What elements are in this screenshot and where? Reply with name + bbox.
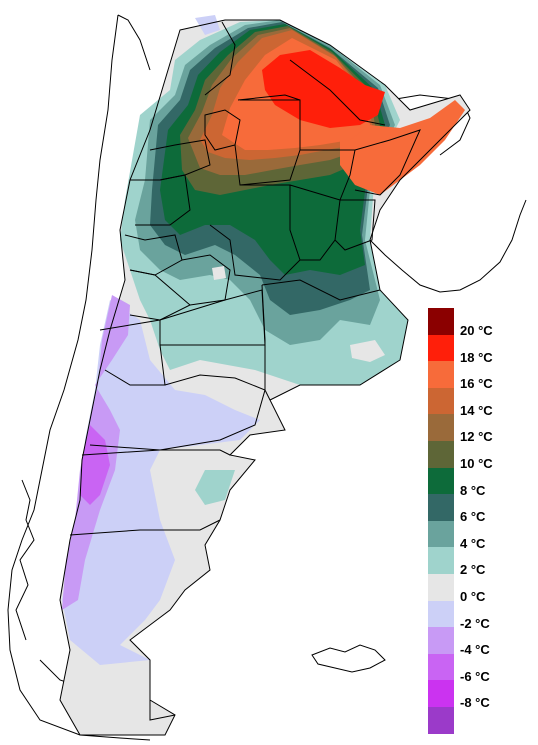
legend-row: -2 °C bbox=[428, 600, 532, 631]
border-tierradelfuego bbox=[149, 680, 176, 721]
chile-coast bbox=[7, 14, 151, 741]
legend-label: 20 °C bbox=[460, 323, 493, 338]
band-0c-east-pocket bbox=[350, 340, 385, 362]
bolivia-border bbox=[117, 14, 151, 71]
border-cordoba bbox=[209, 184, 301, 281]
border-larioja bbox=[130, 174, 191, 226]
temperature-legend: 20 °C 18 °C 16 °C 14 °C 12 °C 10 °C 8 °C 6 °C 4 … bbox=[428, 308, 532, 734]
border-jujuy-salta bbox=[204, 21, 236, 96]
legend-row: 14 °C bbox=[428, 387, 532, 418]
border-santiago bbox=[234, 99, 301, 186]
province-borders bbox=[59, 19, 471, 736]
argentina-outline bbox=[59, 19, 471, 736]
band-m2c bbox=[62, 300, 260, 665]
band-18c bbox=[262, 50, 385, 128]
legend-swatch bbox=[428, 387, 454, 415]
legend-swatch bbox=[428, 494, 454, 521]
legend-label: 8 °C bbox=[460, 482, 486, 498]
neighbor-borders bbox=[7, 14, 527, 741]
border-rionegro bbox=[89, 374, 266, 451]
legend-label: 0 °C bbox=[460, 588, 486, 604]
legend-row: -8 °C bbox=[428, 680, 532, 711]
border-entrerios bbox=[334, 199, 376, 251]
border-chubut bbox=[81, 449, 231, 456]
brazil-uruguay-coast bbox=[369, 199, 527, 293]
legend-row: 4 °C bbox=[428, 520, 532, 551]
border-chaco-santafe bbox=[300, 149, 356, 201]
band-16c-east bbox=[340, 100, 465, 195]
legend-row bbox=[428, 706, 532, 734]
legend-label: -4 °C bbox=[460, 642, 490, 658]
band-m2c-north bbox=[195, 15, 220, 35]
border-santacruz bbox=[69, 519, 221, 536]
border-corrientes bbox=[354, 129, 421, 196]
legend-label: -2 °C bbox=[460, 615, 490, 631]
legend-row: 8 °C bbox=[428, 467, 532, 498]
legend-swatch bbox=[428, 600, 454, 628]
legend-swatch bbox=[428, 414, 454, 441]
border-neuquen bbox=[99, 319, 166, 386]
legend-row: 2 °C bbox=[428, 547, 532, 578]
legend-row: -6 °C bbox=[428, 653, 532, 684]
legend-swatch bbox=[428, 680, 454, 707]
legend-swatch bbox=[428, 467, 454, 495]
border-formosa-chaco bbox=[289, 59, 386, 126]
legend-label: 14 °C bbox=[460, 402, 493, 418]
legend-swatch bbox=[428, 547, 454, 574]
legend-label: 16 °C bbox=[460, 376, 493, 392]
legend-row: -4 °C bbox=[428, 627, 532, 658]
legend-label: 6 °C bbox=[460, 509, 486, 525]
legend-swatch bbox=[428, 308, 454, 335]
legend-label: 10 °C bbox=[460, 455, 493, 471]
legend-swatch bbox=[428, 653, 454, 681]
legend-row: 18 °C bbox=[428, 334, 532, 365]
legend-row: 6 °C bbox=[428, 494, 532, 525]
band-m6c bbox=[80, 425, 110, 505]
band-2c-south bbox=[195, 470, 235, 505]
legend-swatch bbox=[428, 627, 454, 654]
legend-swatch bbox=[428, 706, 454, 734]
legend-row: 12 °C bbox=[428, 414, 532, 445]
legend-swatch bbox=[428, 334, 454, 362]
chile-fjords-1 bbox=[15, 479, 35, 641]
legend-label: -6 °C bbox=[460, 668, 490, 684]
border-sanluis bbox=[181, 254, 231, 306]
legend-row: 16 °C bbox=[428, 361, 532, 392]
legend-swatch bbox=[428, 440, 454, 468]
legend-label: 12 °C bbox=[460, 429, 493, 445]
legend-swatch bbox=[428, 573, 454, 601]
legend-label: 2 °C bbox=[460, 562, 486, 578]
border-mendoza bbox=[129, 269, 191, 321]
legend-swatch bbox=[428, 361, 454, 388]
legend-row: 0 °C bbox=[428, 573, 532, 604]
border-salta-formosa bbox=[237, 94, 301, 101]
legend-label: -8 °C bbox=[460, 695, 490, 711]
legend-label: 18 °C bbox=[460, 349, 493, 365]
legend-row: 10 °C bbox=[428, 440, 532, 471]
legend-row: 20 °C bbox=[428, 308, 532, 338]
legend-label: 4 °C bbox=[460, 535, 486, 551]
cool-spot bbox=[212, 266, 226, 280]
falklands bbox=[311, 644, 386, 673]
legend-swatch bbox=[428, 520, 454, 548]
